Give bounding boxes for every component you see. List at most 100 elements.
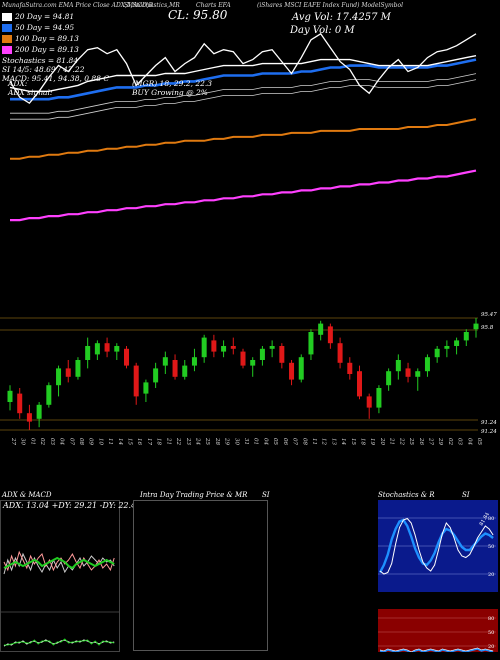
- candle-body: [395, 360, 401, 372]
- candle-body: [65, 368, 71, 377]
- ema20-label: 20 Day = 94.81: [15, 12, 75, 21]
- si-line-1: [379, 647, 494, 652]
- candles: [7, 318, 479, 430]
- header-left-prefix: MunafaSutra.com: [2, 2, 57, 9]
- date-label: 03 Oct: [49, 438, 55, 445]
- price-tags: 95.47 95.8 91.24 91.24: [481, 312, 497, 435]
- candle-body: [85, 346, 91, 360]
- intraday-panel: [133, 500, 268, 651]
- date-label: 22 Oct: [175, 437, 181, 445]
- ema50-label: 50 Day = 94.95: [15, 23, 75, 32]
- price-tag: 95.47: [481, 312, 497, 318]
- date-label: 26 Nov: [418, 437, 424, 445]
- date-label: 18 Nov: [360, 438, 366, 445]
- date-label: 16 Oct: [136, 438, 142, 445]
- candle-body: [415, 371, 421, 377]
- candle-body: [405, 368, 411, 377]
- date-label: 10 Oct: [97, 438, 103, 445]
- candle-body: [191, 357, 197, 366]
- date-label: 18 Oct: [156, 438, 162, 445]
- date-label: 08 Nov: [301, 438, 307, 445]
- candle-body: [201, 337, 207, 358]
- candle-body: [454, 340, 460, 346]
- adx-signal-label: ADX signal:: [8, 88, 53, 97]
- adx-panel: [0, 500, 120, 652]
- intraday-panel-si: SI: [262, 491, 270, 499]
- candle-body: [318, 323, 324, 335]
- date-label: 04 Oct: [59, 438, 65, 445]
- date-label: 22 Nov: [398, 437, 404, 445]
- date-label: 27 Nov: [427, 437, 433, 445]
- candle-body: [17, 393, 23, 414]
- adx-series-1: [3, 552, 115, 575]
- day-volume: Day Vol: 0 M: [290, 25, 355, 36]
- indicator-ema20: 20 Day = 94.81: [2, 12, 109, 21]
- header-chart-label: Charts EFA: [196, 2, 231, 9]
- close-price: CL: 95.80: [168, 8, 228, 22]
- candle-body: [94, 343, 100, 355]
- date-label: 29 Nov: [437, 437, 443, 445]
- indicator-ema100: 100 Day = 89.13: [2, 34, 109, 43]
- candle-body: [162, 357, 168, 366]
- date-label: 06 Nov: [282, 438, 288, 445]
- si-lines: [379, 647, 494, 652]
- header-left: MunafaSutra.com EMA Price Close ADX,MACD…: [2, 2, 153, 9]
- candle-body: [259, 348, 265, 360]
- candle-body: [172, 360, 178, 377]
- header-left-text: EMA Price Close ADX,MACD,R: [58, 2, 154, 9]
- date-label: 11 Oct: [107, 438, 113, 445]
- candle-body: [46, 385, 52, 405]
- price-tag: 95.8: [481, 325, 494, 331]
- date-label: 23 Oct: [185, 437, 191, 445]
- date-label: 04 Nov: [262, 438, 268, 445]
- date-label: 11 Nov: [311, 438, 317, 445]
- indicator-ema50: 50 Day = 94.95: [2, 23, 109, 32]
- date-label: 04 Dec: [466, 438, 472, 445]
- macd-series-2: [4, 638, 115, 646]
- avg-volume: Avg Vol: 17.4257 M: [292, 12, 391, 23]
- candle-body: [240, 351, 246, 366]
- stoch-tick: 20: [488, 572, 494, 578]
- date-label: 21 Oct: [165, 437, 171, 445]
- date-label: 15 Oct: [127, 438, 133, 445]
- price-tag: 91.24: [481, 420, 497, 426]
- candle-body: [211, 340, 217, 352]
- candle-body: [357, 371, 362, 397]
- adx-panel-values: ADX: 13.04 +DY: 29.21 -DY: 22.47: [3, 501, 142, 510]
- si-line-2: [379, 648, 494, 652]
- candle-body: [36, 404, 42, 419]
- date-label: 08 Oct: [78, 438, 84, 445]
- adx-values: (MGR) 18, 29.2, 22.3: [132, 79, 213, 88]
- candle-body: [298, 357, 304, 380]
- date-label: 30 Sep: [20, 438, 26, 445]
- date-label: 03 Dec: [457, 438, 463, 445]
- si-bg: [378, 609, 498, 652]
- candle-body: [337, 343, 343, 363]
- ema50-line: [10, 58, 477, 101]
- adx-series-3: [3, 556, 115, 570]
- indicator-list: 20 Day = 94.81 50 Day = 94.95 100 Day = …: [2, 12, 109, 83]
- date-label: 02 Dec: [447, 438, 453, 445]
- candle-body: [308, 332, 314, 355]
- header-right: (iShares MSCI EAFE Index Fund) ModelSymb…: [257, 2, 404, 9]
- date-labels: 27 Sep 30 Sep01 Oct 02 Oct 03 Oct 04 Oct07 O…: [10, 437, 482, 445]
- adx-panel-title: ADX & MACD: [2, 491, 52, 499]
- date-label: 27 Sep: [10, 437, 16, 445]
- date-label: 21 Nov: [389, 437, 395, 445]
- adx-signal-value: BUY Growing @ 2%: [132, 88, 208, 97]
- macd-value: MACD: 95.41, 94.38, 0.88 C: [2, 74, 110, 83]
- stoch-panel-title: Stochastics & R: [378, 491, 435, 499]
- candle-body: [143, 382, 149, 394]
- date-label: 07 Oct: [68, 438, 74, 445]
- candle-body: [26, 413, 32, 422]
- date-label: 25 Oct: [204, 437, 210, 445]
- stoch-tick: 80: [488, 516, 494, 522]
- date-label: 09 Oct: [88, 438, 94, 445]
- date-label: 12 Nov: [321, 438, 327, 445]
- date-label: 13 Nov: [330, 438, 336, 445]
- ema-lines: [9, 32, 477, 222]
- si-value: SI 14/5: 48.69 / 47.22: [2, 65, 85, 74]
- candle-body: [230, 346, 236, 349]
- indicator-ema200: 200 Day = 89.13: [2, 45, 109, 54]
- ema200-label: 200 Day = 89.13: [15, 45, 79, 54]
